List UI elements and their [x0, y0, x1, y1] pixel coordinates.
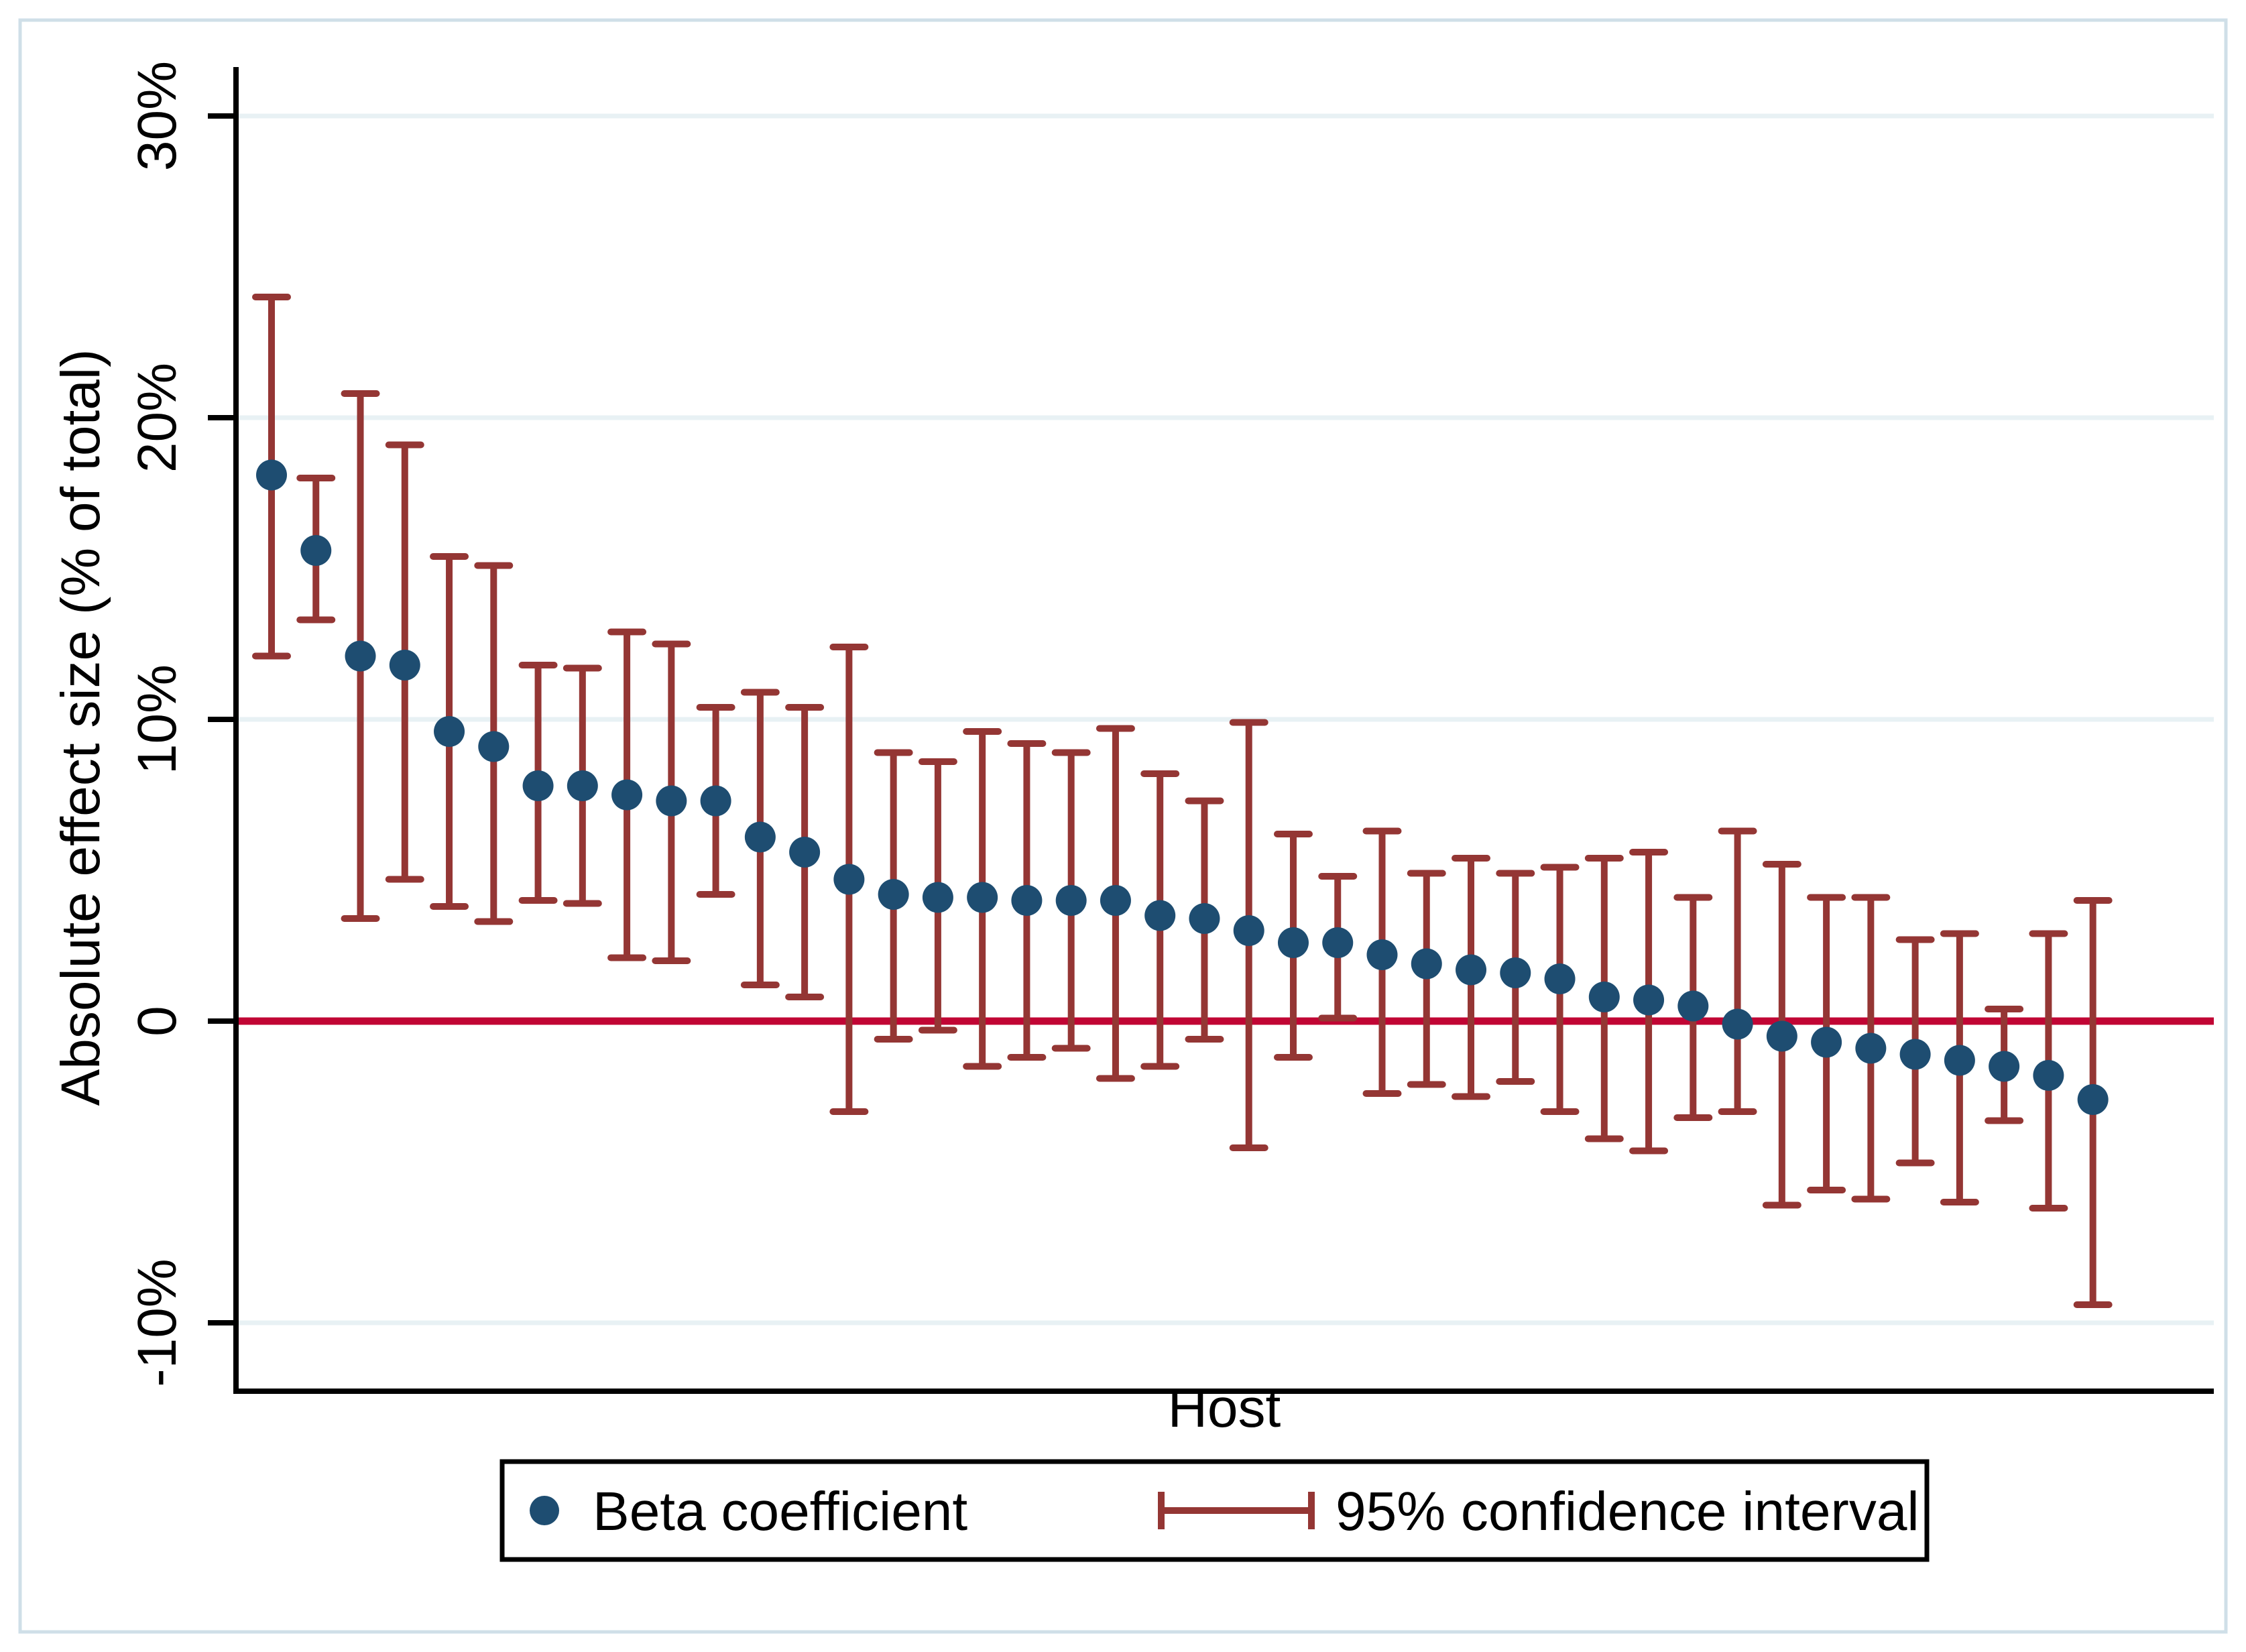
y-tick-labels: 30% 20% 10% 0 -10%	[127, 61, 188, 1387]
beta-dot	[2033, 1060, 2064, 1091]
beta-dot	[1811, 1026, 1842, 1058]
y-tick-label: 20%	[127, 363, 188, 473]
error-bar-icon	[1158, 1492, 1315, 1529]
legend-label-ci: 95% confidence interval	[1336, 1481, 1919, 1542]
dot-icon	[530, 1496, 559, 1525]
beta-dot	[1366, 939, 1398, 970]
beta-dot	[1322, 927, 1354, 958]
ci-bar	[1718, 827, 1757, 1115]
beta-dot	[434, 716, 465, 747]
y-tick-label: 30%	[127, 61, 188, 171]
beta-dot	[1100, 885, 1131, 916]
beta-dot	[700, 785, 731, 817]
y-tick-label: 10%	[127, 664, 188, 774]
beta-dot	[833, 864, 865, 895]
y-axis-title: Absolute effect size (% of total)	[50, 349, 111, 1106]
beta-dot	[1233, 915, 1264, 946]
beta-dot	[1011, 885, 1043, 916]
beta-dot	[1544, 963, 1576, 994]
beta-dot	[1944, 1045, 1975, 1076]
gridlines	[236, 113, 2214, 1325]
figure-border	[18, 18, 2228, 1634]
beta-dot	[1766, 1020, 1797, 1052]
beta-dot	[567, 770, 598, 801]
beta-dot	[744, 821, 776, 853]
axes: 30% 20% 10% 0 -10%	[127, 61, 2214, 1394]
beta-dot	[1055, 885, 1087, 916]
beta-dot	[300, 535, 332, 566]
beta-dot	[1588, 982, 1620, 1012]
beta-dot	[1677, 990, 1709, 1022]
beta-dot	[256, 459, 287, 491]
beta-dot	[967, 882, 998, 913]
beta-dot	[1189, 903, 1220, 934]
x-axis-title: Host	[1168, 1378, 1281, 1439]
beta-dot	[878, 879, 909, 910]
beta-dot	[1722, 1008, 1753, 1040]
legend-label-beta: Beta coefficient	[593, 1481, 967, 1542]
y-tick-label: 0	[127, 1006, 188, 1037]
beta-dot	[345, 640, 376, 672]
beta-dot	[2077, 1084, 2109, 1115]
beta-dot	[522, 770, 554, 801]
beta-dot	[1899, 1039, 1931, 1070]
beta-dot	[478, 731, 510, 762]
beta-dot	[611, 779, 643, 811]
beta-dots	[256, 459, 2109, 1115]
beta-dot	[1411, 948, 1442, 980]
beta-dot	[1277, 927, 1309, 958]
beta-dot	[1500, 957, 1531, 988]
y-ticks	[208, 113, 236, 1325]
legend: Beta coefficient 95% confidence interval	[499, 1459, 1930, 1562]
beta-dot	[1989, 1051, 2020, 1082]
ci-bars	[252, 294, 2113, 1308]
beta-dot	[656, 785, 687, 817]
beta-dot	[1633, 984, 1665, 1016]
y-tick-label: -10%	[127, 1258, 188, 1386]
beta-dot	[922, 882, 953, 913]
beta-dot	[1456, 954, 1487, 986]
beta-dot	[789, 837, 821, 868]
beta-dot	[1144, 900, 1176, 931]
beta-dot	[1855, 1032, 1887, 1064]
beta-dot	[389, 650, 420, 681]
